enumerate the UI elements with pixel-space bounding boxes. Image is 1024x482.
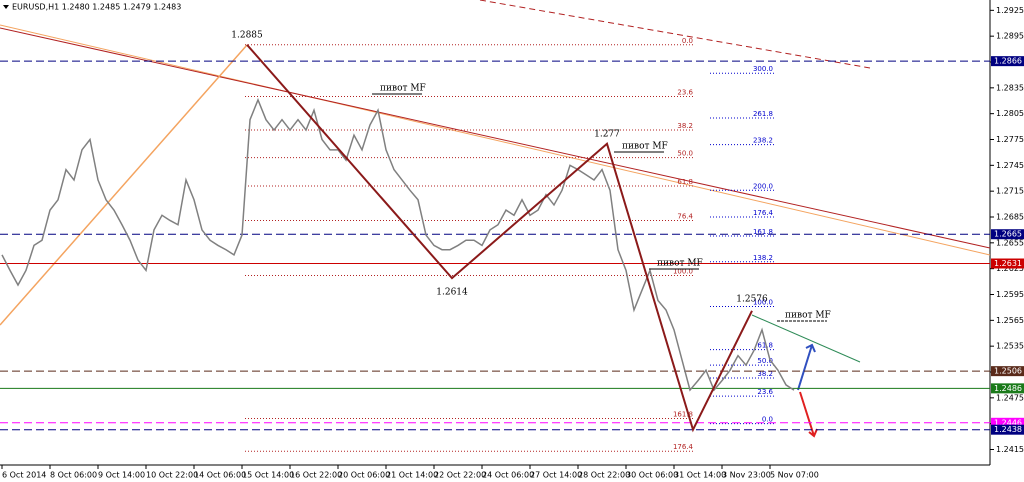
y-tick-label: 1.2415	[996, 445, 1024, 454]
zigzag	[246, 44, 753, 433]
x-tick-label: 16 Oct 22:00	[290, 471, 342, 480]
price-level-label: 1.2665	[994, 230, 1022, 239]
fib-label: 300.0	[753, 65, 773, 73]
x-tick-label: 31 Oct 14:00	[674, 471, 726, 480]
price-level-label: 1.2438	[994, 425, 1022, 434]
pivot-label: пивот MF	[380, 84, 426, 94]
fib-label: 138.2	[753, 254, 773, 262]
fib-label: 200.0	[753, 182, 773, 190]
x-tick-label: 15 Oct 14:00	[242, 471, 294, 480]
pivot-value: 1.2576	[736, 294, 768, 304]
x-tick-label: 5 Nov 07:00	[770, 471, 819, 480]
x-tick-label: 21 Oct 14:00	[386, 471, 438, 480]
arrow-up	[797, 343, 816, 391]
fib-label: 100.0	[753, 299, 773, 307]
y-tick-label: 1.2805	[996, 109, 1024, 118]
fib-label: 176.4	[753, 209, 774, 217]
fib-label: 61.8	[757, 342, 773, 350]
fib-label: 0.0	[682, 37, 693, 45]
x-tick-label: 3 Nov 23:00	[722, 471, 771, 480]
y-tick-label: 1.2835	[996, 83, 1024, 92]
fib-label: 50.0	[757, 357, 773, 365]
fib-label: 161.8	[673, 411, 693, 419]
x-tick-label: 8 Oct 06:00	[50, 471, 97, 480]
x-tick-label: 24 Oct 06:00	[482, 471, 534, 480]
price-level-label: 1.2446	[994, 418, 1022, 427]
pivot-label: пивот MF	[785, 311, 831, 321]
x-tick-label: 14 Oct 06:00	[194, 471, 246, 480]
y-tick-label: 1.2685	[996, 213, 1024, 222]
fib-label: 100.0	[673, 268, 693, 276]
fib-label: 161.8	[753, 228, 773, 236]
fib-label: 0.0	[762, 416, 773, 424]
price-level-label: 1.2486	[994, 384, 1022, 393]
y-tick-label: 1.2925	[996, 6, 1024, 15]
price-level-label: 1.2506	[994, 367, 1022, 376]
price-level-tag	[991, 229, 1024, 240]
fib-label: 23.6	[757, 388, 773, 396]
y-tick-label: 1.2535	[996, 342, 1024, 351]
fib-label: 238.2	[753, 137, 773, 145]
menu-icon[interactable]	[3, 5, 9, 9]
y-tick-label: 1.2595	[996, 290, 1024, 299]
x-tick-label: 30 Oct 06:00	[626, 471, 678, 480]
fib-label: 76.4	[677, 212, 693, 220]
price-level-tag	[991, 417, 1024, 428]
fib-label: 61.8	[677, 178, 693, 186]
pivot-label: пивот MF	[622, 142, 668, 152]
y-tick-label: 1.2775	[996, 135, 1024, 144]
pivot-value: 1.2614	[436, 288, 468, 298]
pivot-value: 1.2885	[231, 30, 263, 40]
pivot-label: пивот MF	[657, 259, 703, 269]
trend-line	[751, 314, 861, 363]
fib-label: 50.0	[677, 150, 693, 158]
x-tick-label: 27 Oct 14:00	[530, 471, 582, 480]
price-level-label: 1.2631	[994, 259, 1022, 268]
fib-label: 261.8	[753, 110, 773, 118]
fib-label: 38.2	[757, 370, 773, 378]
fib-label: 38.2	[677, 122, 693, 130]
trend-line	[0, 24, 991, 256]
x-tick-label: 6 Oct 2014	[2, 471, 46, 480]
price-level-tag	[991, 366, 1024, 377]
x-tick-label: 28 Oct 22:00	[578, 471, 630, 480]
fib-label: 176.4	[673, 443, 694, 451]
x-tick-label: 22 Oct 22:00	[434, 471, 486, 480]
x-tick-label: 20 Oct 06:00	[338, 471, 390, 480]
arrow-down	[799, 391, 818, 438]
y-tick-label: 1.2715	[996, 187, 1024, 196]
chart-title: EURUSD,H1 1.2480 1.2485 1.2479 1.2483	[12, 3, 181, 12]
pivot-value: 1.277	[594, 129, 620, 139]
price-level-tag	[991, 258, 1024, 269]
price-level-label: 1.2866	[994, 57, 1022, 66]
x-tick-label: 10 Oct 22:00	[146, 471, 198, 480]
fib-label: 23.6	[677, 88, 693, 96]
price-level-tag	[991, 424, 1024, 435]
trend-line	[0, 27, 991, 249]
y-tick-label: 1.2475	[996, 393, 1024, 402]
price-level-tag	[991, 56, 1024, 67]
trend-line	[0, 44, 248, 326]
trend-line	[479, 0, 871, 69]
x-tick-label: 9 Oct 14:00	[98, 471, 145, 480]
y-tick-label: 1.2625	[996, 264, 1024, 273]
y-tick-label: 1.2745	[996, 161, 1024, 170]
price-level-tag	[991, 383, 1024, 394]
y-tick-label: 1.2655	[996, 238, 1024, 247]
price-line	[1, 97, 795, 392]
y-tick-label: 1.2895	[996, 32, 1024, 41]
y-tick-label: 1.2565	[996, 316, 1024, 325]
